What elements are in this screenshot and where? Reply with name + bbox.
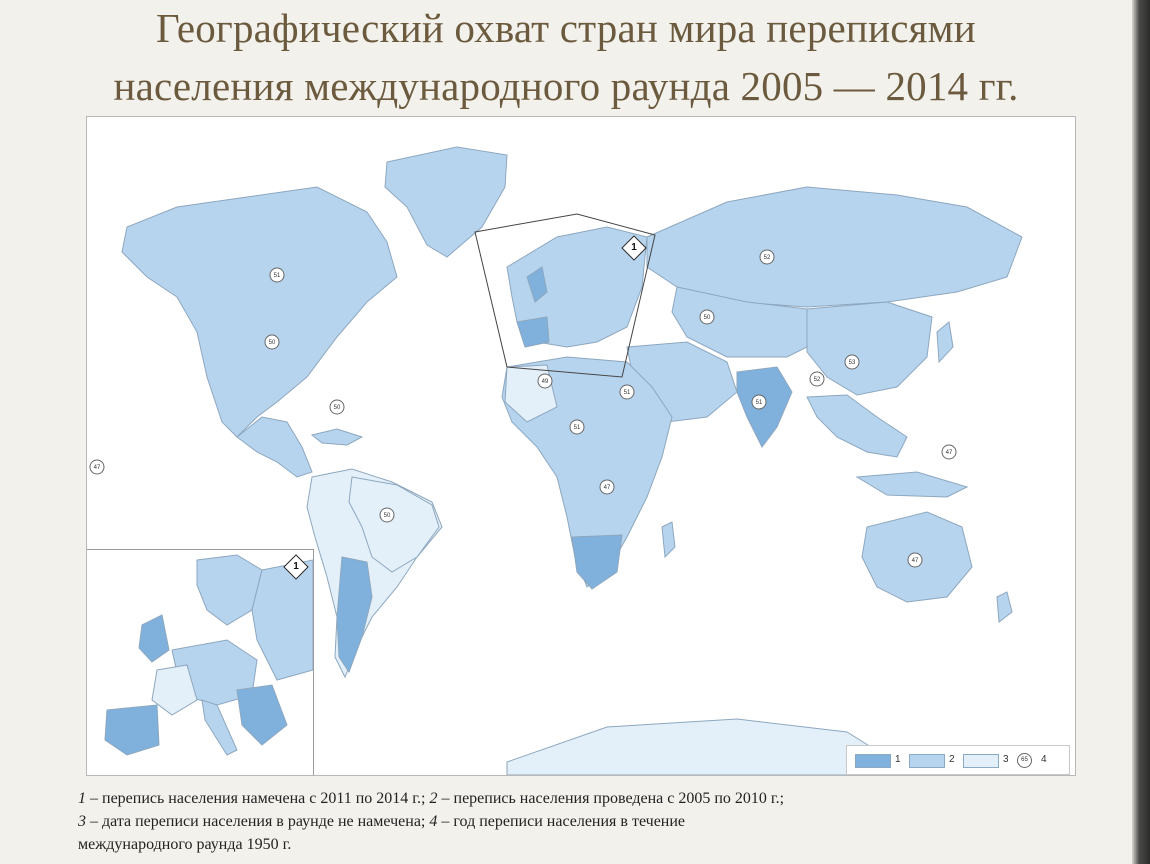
caption-line-1: 1 – перепись населения намечена с 2011 п… xyxy=(78,790,785,807)
inset-iberia xyxy=(104,704,160,756)
caribbean xyxy=(310,428,364,446)
year-marker: 51 xyxy=(619,384,635,400)
map-legend: 1 2 3 65 4 xyxy=(846,745,1070,775)
svg-text:49: 49 xyxy=(542,379,549,385)
europe-inset-map: 1 xyxy=(87,549,314,775)
year-marker: 53 xyxy=(844,354,860,370)
central-america xyxy=(236,416,313,478)
legend-marker-icon: 65 xyxy=(1017,753,1032,768)
svg-text:51: 51 xyxy=(274,273,281,279)
caption-line-2: 3 – дата переписи населения в раунде не … xyxy=(78,813,686,830)
greenland xyxy=(384,146,508,258)
caption-line-3: международного раунда 1950 г. xyxy=(78,836,292,853)
central-asia xyxy=(671,286,828,358)
svg-text:51: 51 xyxy=(756,400,763,406)
title-line-2: населения международного раунда 2005 — 2… xyxy=(113,63,1019,109)
north-america xyxy=(121,186,398,438)
title-line-1: Географический охват стран мира перепися… xyxy=(156,5,976,51)
madagascar xyxy=(661,521,676,559)
world-map-svg: 51 50 52 50 53 51 47 47 49 50 52 47 51 4… xyxy=(89,146,1023,775)
argentina xyxy=(336,556,373,674)
year-marker: 49 xyxy=(537,373,553,389)
inset-uk xyxy=(138,614,170,663)
legend-label-3: 3 xyxy=(1003,754,1009,765)
legend-label-1: 1 xyxy=(895,754,901,765)
year-markers: 51 50 52 50 53 51 47 47 49 50 52 47 51 4… xyxy=(89,249,957,568)
inset-scandinavia xyxy=(196,554,263,626)
southern-africa xyxy=(571,534,623,590)
inset-russia-west xyxy=(251,559,313,681)
inset-balkans xyxy=(236,684,288,746)
slide-edge xyxy=(1132,0,1150,864)
year-marker: 51 xyxy=(269,267,285,283)
southeast-asia xyxy=(806,394,908,458)
legend-label-4: 4 xyxy=(1041,754,1047,765)
year-marker: 50 xyxy=(379,507,395,523)
svg-text:47: 47 xyxy=(912,558,919,564)
svg-text:50: 50 xyxy=(334,405,341,411)
year-marker: 47 xyxy=(941,444,957,460)
svg-text:47: 47 xyxy=(604,485,611,491)
svg-text:47: 47 xyxy=(94,465,101,471)
year-marker: 50 xyxy=(699,309,715,325)
year-marker: 52 xyxy=(809,371,825,387)
legend-swatch-2 xyxy=(909,754,945,768)
year-marker: 47 xyxy=(907,552,923,568)
china xyxy=(806,301,933,396)
europe xyxy=(506,226,648,348)
legend-swatch-1 xyxy=(855,754,891,768)
svg-text:53: 53 xyxy=(849,360,856,366)
year-marker: 50 xyxy=(264,334,280,350)
svg-text:50: 50 xyxy=(704,315,711,321)
inset-france xyxy=(151,664,198,716)
year-marker: 47 xyxy=(599,479,615,495)
svg-text:47: 47 xyxy=(946,450,953,456)
svg-text:50: 50 xyxy=(269,340,276,346)
brazil xyxy=(348,476,440,573)
year-marker: 51 xyxy=(751,394,767,410)
europe-inset-svg xyxy=(104,554,313,756)
legend-label-2: 2 xyxy=(949,754,955,765)
russia xyxy=(646,186,1023,308)
svg-text:52: 52 xyxy=(814,377,821,383)
europe-callout-frame xyxy=(474,213,656,378)
svg-text:52: 52 xyxy=(764,255,771,261)
inset-italy xyxy=(201,699,238,756)
year-marker: 51 xyxy=(569,419,585,435)
new-zealand xyxy=(996,591,1013,623)
japan xyxy=(936,321,954,364)
year-marker: 50 xyxy=(329,399,345,415)
year-marker: 47 xyxy=(89,459,105,475)
svg-text:50: 50 xyxy=(384,513,391,519)
svg-text:51: 51 xyxy=(624,390,631,396)
indonesia xyxy=(855,471,969,498)
uk xyxy=(526,266,548,303)
world-map: 51 50 52 50 53 51 47 47 49 50 52 47 51 4… xyxy=(86,116,1076,776)
year-marker: 52 xyxy=(759,249,775,265)
svg-text:51: 51 xyxy=(574,425,581,431)
map-caption: 1 – перепись населения намечена с 2011 п… xyxy=(78,787,1058,856)
antarctica xyxy=(506,718,888,775)
legend-swatch-3 xyxy=(963,754,999,768)
iberia xyxy=(516,316,550,348)
